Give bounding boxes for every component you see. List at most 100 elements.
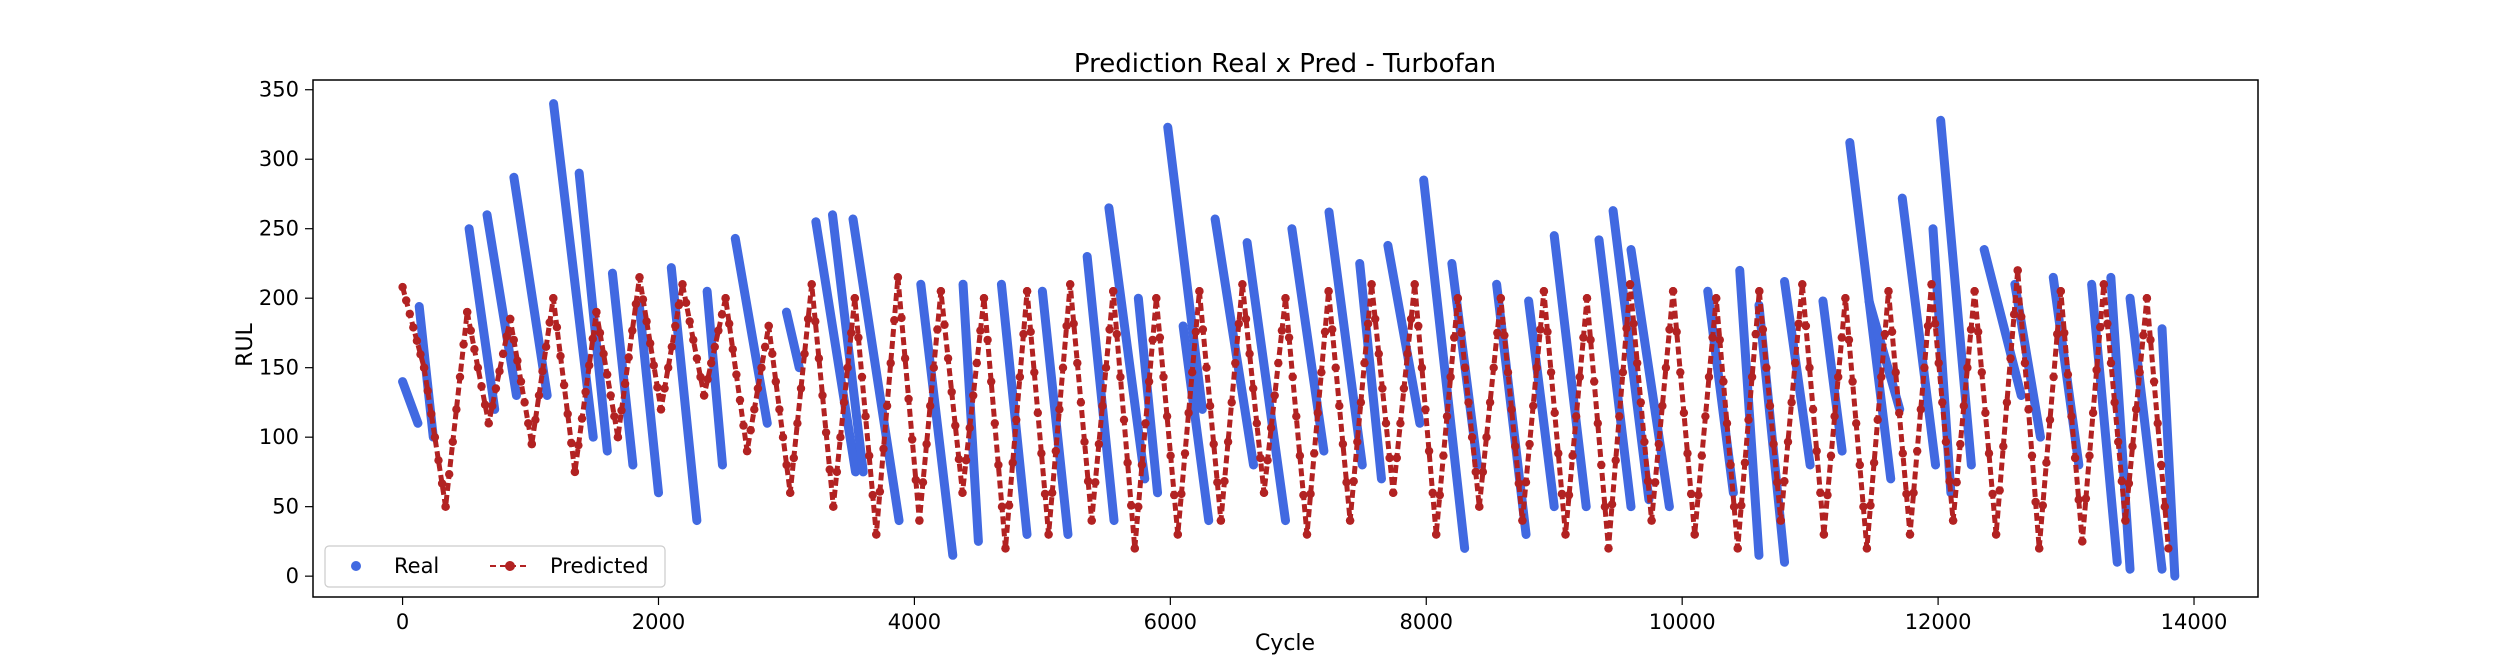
plot-series (398, 99, 2180, 581)
predicted-point (1916, 405, 1926, 414)
predicted-point (1514, 479, 1524, 488)
predicted-point (416, 350, 425, 359)
predicted-point (1543, 327, 1552, 336)
x-tick-label: 2000 (632, 610, 685, 634)
predicted-point (498, 349, 508, 358)
predicted-point (620, 379, 630, 389)
predicted-point (947, 387, 956, 397)
predicted-point (1489, 363, 1498, 372)
predicted-point (1216, 516, 1226, 525)
predicted-point (1288, 372, 1297, 382)
predicted-point (2153, 419, 2162, 428)
predicted-point (2038, 501, 2048, 510)
predicted-point (911, 475, 920, 485)
predicted-point (990, 419, 999, 428)
predicted-point (1353, 437, 1362, 446)
predicted-point (2085, 451, 2094, 460)
predicted-point (484, 419, 493, 428)
predicted-point (1012, 415, 1021, 424)
predicted-point (865, 451, 874, 460)
predicted-point (1464, 398, 1473, 407)
real-segment (1897, 193, 1941, 470)
predicted-point (642, 317, 651, 326)
predicted-point (703, 375, 712, 384)
real-segment (1324, 207, 1367, 470)
y-tick-label: 300 (259, 147, 299, 171)
predicted-point (480, 400, 490, 409)
predicted-point (1073, 358, 1082, 368)
predicted-point (1058, 363, 1068, 372)
predicted-point (1098, 401, 1107, 411)
predicted-point (1647, 516, 1656, 525)
predicted-point (2114, 437, 2123, 446)
predicted-point (1037, 449, 1046, 458)
predicted-point (1213, 478, 1222, 487)
predicted-point (1001, 544, 1010, 553)
predicted-point (527, 439, 536, 449)
predicted-point (2063, 370, 2073, 379)
predicted-point (477, 382, 486, 391)
predicted-point (1170, 490, 1179, 500)
predicted-point (764, 321, 773, 331)
real-segment (996, 279, 1032, 539)
predicted-point (1424, 446, 1434, 456)
legend-marker-predicted (505, 561, 515, 571)
predicted-point (1988, 489, 1997, 499)
real-segment (916, 279, 958, 560)
predicted-point (728, 345, 737, 354)
predicted-point (1076, 398, 1086, 407)
predicted-point (1712, 294, 1721, 303)
predicted-point (681, 298, 691, 307)
predicted-point (689, 335, 698, 345)
predicted-point (1421, 405, 1430, 414)
predicted-point (1855, 460, 1865, 470)
predicted-point (1180, 449, 1190, 458)
predicted-point (796, 384, 806, 393)
predicted-point (2024, 405, 2033, 414)
predicted-point (1274, 358, 1283, 368)
predicted-point (818, 391, 827, 400)
predicted-point (1941, 437, 1951, 446)
predicted-point (1450, 333, 1459, 342)
predicted-point (1676, 368, 1685, 377)
predicted-point (531, 415, 540, 424)
predicted-point (1873, 415, 1882, 424)
predicted-point (1866, 501, 1875, 510)
predicted-point (1622, 324, 1631, 333)
predicted-point (1317, 368, 1326, 377)
predicted-point (1378, 384, 1387, 393)
predicted-point (1320, 327, 1330, 336)
predicted-point (1048, 488, 1057, 497)
predicted-point (2092, 365, 2101, 375)
predicted-point (746, 426, 755, 435)
predicted-point (1611, 456, 1620, 465)
predicted-point (1952, 478, 1961, 487)
predicted-point (2139, 331, 2148, 340)
predicted-point (1295, 451, 1305, 460)
predicted-point (735, 395, 745, 405)
predicted-point (1223, 437, 1233, 446)
predicted-point (814, 354, 824, 363)
real-segment (1037, 286, 1073, 539)
predicted-point (717, 310, 727, 319)
predicted-point (1033, 408, 1043, 418)
predicted-point (1661, 363, 1671, 372)
predicted-point (922, 439, 931, 449)
predicted-point (2117, 477, 2126, 486)
predicted-point (786, 488, 795, 497)
predicted-point (552, 323, 562, 332)
predicted-point (692, 354, 702, 363)
predicted-point (445, 470, 454, 479)
predicted-point (2131, 405, 2141, 414)
predicted-point (1909, 488, 1918, 497)
predicted-point (1453, 294, 1463, 303)
predicted-point (933, 325, 942, 334)
real-segment (2125, 293, 2167, 574)
predicted-point (585, 361, 594, 370)
predicted-point (1116, 372, 1125, 382)
predicted-point (2053, 329, 2062, 339)
predicted-point (742, 446, 752, 456)
predicted-point (1371, 314, 1380, 324)
predicted-point (1245, 349, 1254, 358)
predicted-point (567, 438, 576, 448)
